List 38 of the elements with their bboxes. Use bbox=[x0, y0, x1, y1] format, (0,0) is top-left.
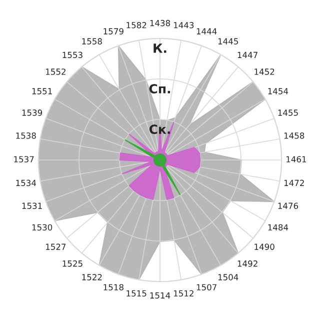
spoke-label: 1558 bbox=[82, 38, 102, 44]
spoke-label: 1534 bbox=[16, 180, 36, 186]
spoke-label: 1537 bbox=[14, 156, 34, 162]
spoke-label: 1518 bbox=[104, 284, 124, 290]
spoke-label: 1438 bbox=[150, 20, 170, 26]
spoke-label: 1512 bbox=[174, 290, 194, 297]
spoke-label: 1538 bbox=[16, 132, 36, 139]
spoke-label: 1539 bbox=[22, 110, 42, 116]
spoke-label: 1484 bbox=[268, 224, 288, 231]
text: Сп. bbox=[149, 84, 170, 94]
spoke-label: 1444 bbox=[196, 28, 217, 34]
spoke-label: 1522 bbox=[82, 274, 102, 280]
spoke-label: 1579 bbox=[104, 28, 124, 34]
spoke-label: 1454 bbox=[268, 88, 288, 94]
spoke-label: 1531 bbox=[22, 202, 42, 209]
spoke-label: 1553 bbox=[62, 52, 82, 58]
spoke-label: 1582 bbox=[126, 22, 146, 28]
spoke-label: 1514 bbox=[150, 292, 170, 299]
spoke-label: 1552 bbox=[46, 68, 66, 75]
spoke-label: 1515 bbox=[126, 290, 146, 297]
spoke-label: 1490 bbox=[254, 244, 274, 250]
spoke-label: 1447 bbox=[238, 52, 258, 58]
spoke-label: 1455 bbox=[278, 110, 298, 116]
spoke-label: 1476 bbox=[278, 202, 298, 209]
spoke-label: 1527 bbox=[46, 244, 66, 250]
spoke-label: 1458 bbox=[284, 132, 304, 139]
spoke-label: 1445 bbox=[218, 38, 238, 44]
spoke-label: 1530 bbox=[32, 224, 52, 231]
spoke-label: 1551 bbox=[32, 88, 52, 94]
spoke-label: 1443 bbox=[174, 22, 194, 28]
spoke-label: 1504 bbox=[218, 274, 238, 280]
spoke-label: 1525 bbox=[62, 260, 82, 267]
text: К. bbox=[154, 44, 166, 53]
spoke-label: 1492 bbox=[238, 260, 258, 267]
spoke-label: 1452 bbox=[254, 68, 274, 75]
spoke-label: 1472 bbox=[284, 180, 304, 186]
spoke-label: 1507 bbox=[196, 284, 216, 290]
spoke-label: 1461 bbox=[286, 156, 306, 162]
